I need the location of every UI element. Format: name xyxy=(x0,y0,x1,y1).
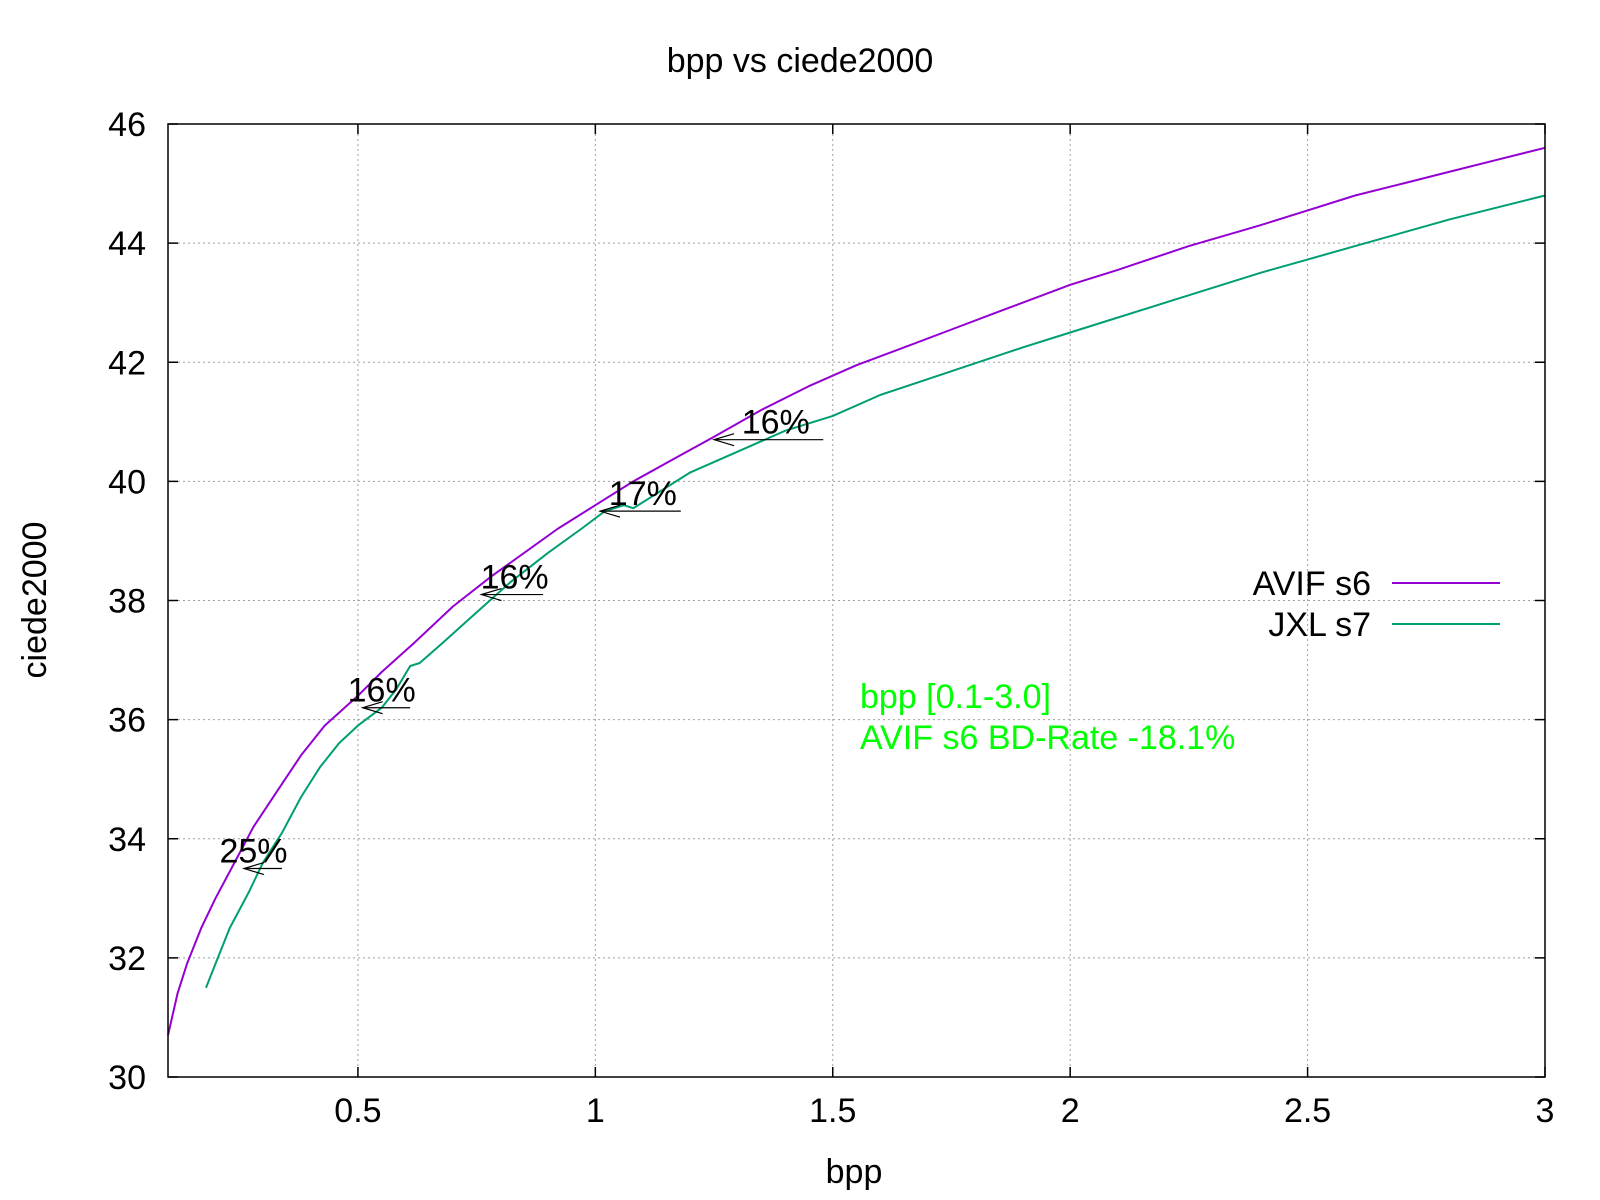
series-line-1 xyxy=(205,194,1546,989)
y-tick-label: 38 xyxy=(108,583,146,621)
y-tick-label: 42 xyxy=(108,344,146,382)
annotation-arrowhead xyxy=(598,504,621,518)
legend-label: AVIF s6 xyxy=(1253,565,1371,603)
annotation-label: 25% xyxy=(219,833,287,871)
annotation-arrowhead xyxy=(360,701,383,715)
y-tick-label: 44 xyxy=(108,225,146,263)
y-axis-label: ciede2000 xyxy=(16,522,54,679)
x-tick-label: 2 xyxy=(1061,1092,1080,1130)
series-lines xyxy=(167,146,1546,1036)
annotation-arrowhead xyxy=(241,861,265,876)
info-box: bpp [0.1-3.0]AVIF s6 BD-Rate -18.1% xyxy=(860,678,1235,757)
y-tick-label: 40 xyxy=(108,463,146,501)
y-tick-label: 32 xyxy=(108,940,146,978)
annotation-arrowhead xyxy=(711,433,735,447)
axis-ticks: 0.5 1 1.5 2 2.5 3 30 32 34 36 38 40 42 44 46 xyxy=(108,106,1554,1130)
info-text-line: AVIF s6 BD-Rate -18.1% xyxy=(860,719,1235,757)
x-tick-label: 2.5 xyxy=(1284,1092,1331,1130)
y-tick-label: 36 xyxy=(108,702,146,740)
series-line-0 xyxy=(167,146,1546,1036)
chart-title: bpp vs ciede2000 xyxy=(667,42,934,80)
annotation-label: 17% xyxy=(609,475,677,513)
y-tick-label: 30 xyxy=(108,1059,146,1097)
annotation-group: 25% 16% 16% 17% 16% xyxy=(219,404,824,876)
y-tick-label: 46 xyxy=(108,106,146,144)
annotation-label: 16% xyxy=(481,559,549,597)
x-tick-label: 3 xyxy=(1536,1092,1555,1130)
x-axis-label: bpp xyxy=(826,1153,883,1191)
y-tick-label: 34 xyxy=(108,821,146,859)
annotation-arrowhead xyxy=(479,587,502,602)
annotation-label: 16% xyxy=(742,404,810,442)
info-text-line: bpp [0.1-3.0] xyxy=(860,678,1051,716)
x-tick-label: 1.5 xyxy=(809,1092,856,1130)
annotation-label: 16% xyxy=(348,672,416,710)
legend-label: JXL s7 xyxy=(1268,606,1371,644)
x-tick-label: 0.5 xyxy=(334,1092,381,1130)
x-tick-label: 1 xyxy=(586,1092,605,1130)
